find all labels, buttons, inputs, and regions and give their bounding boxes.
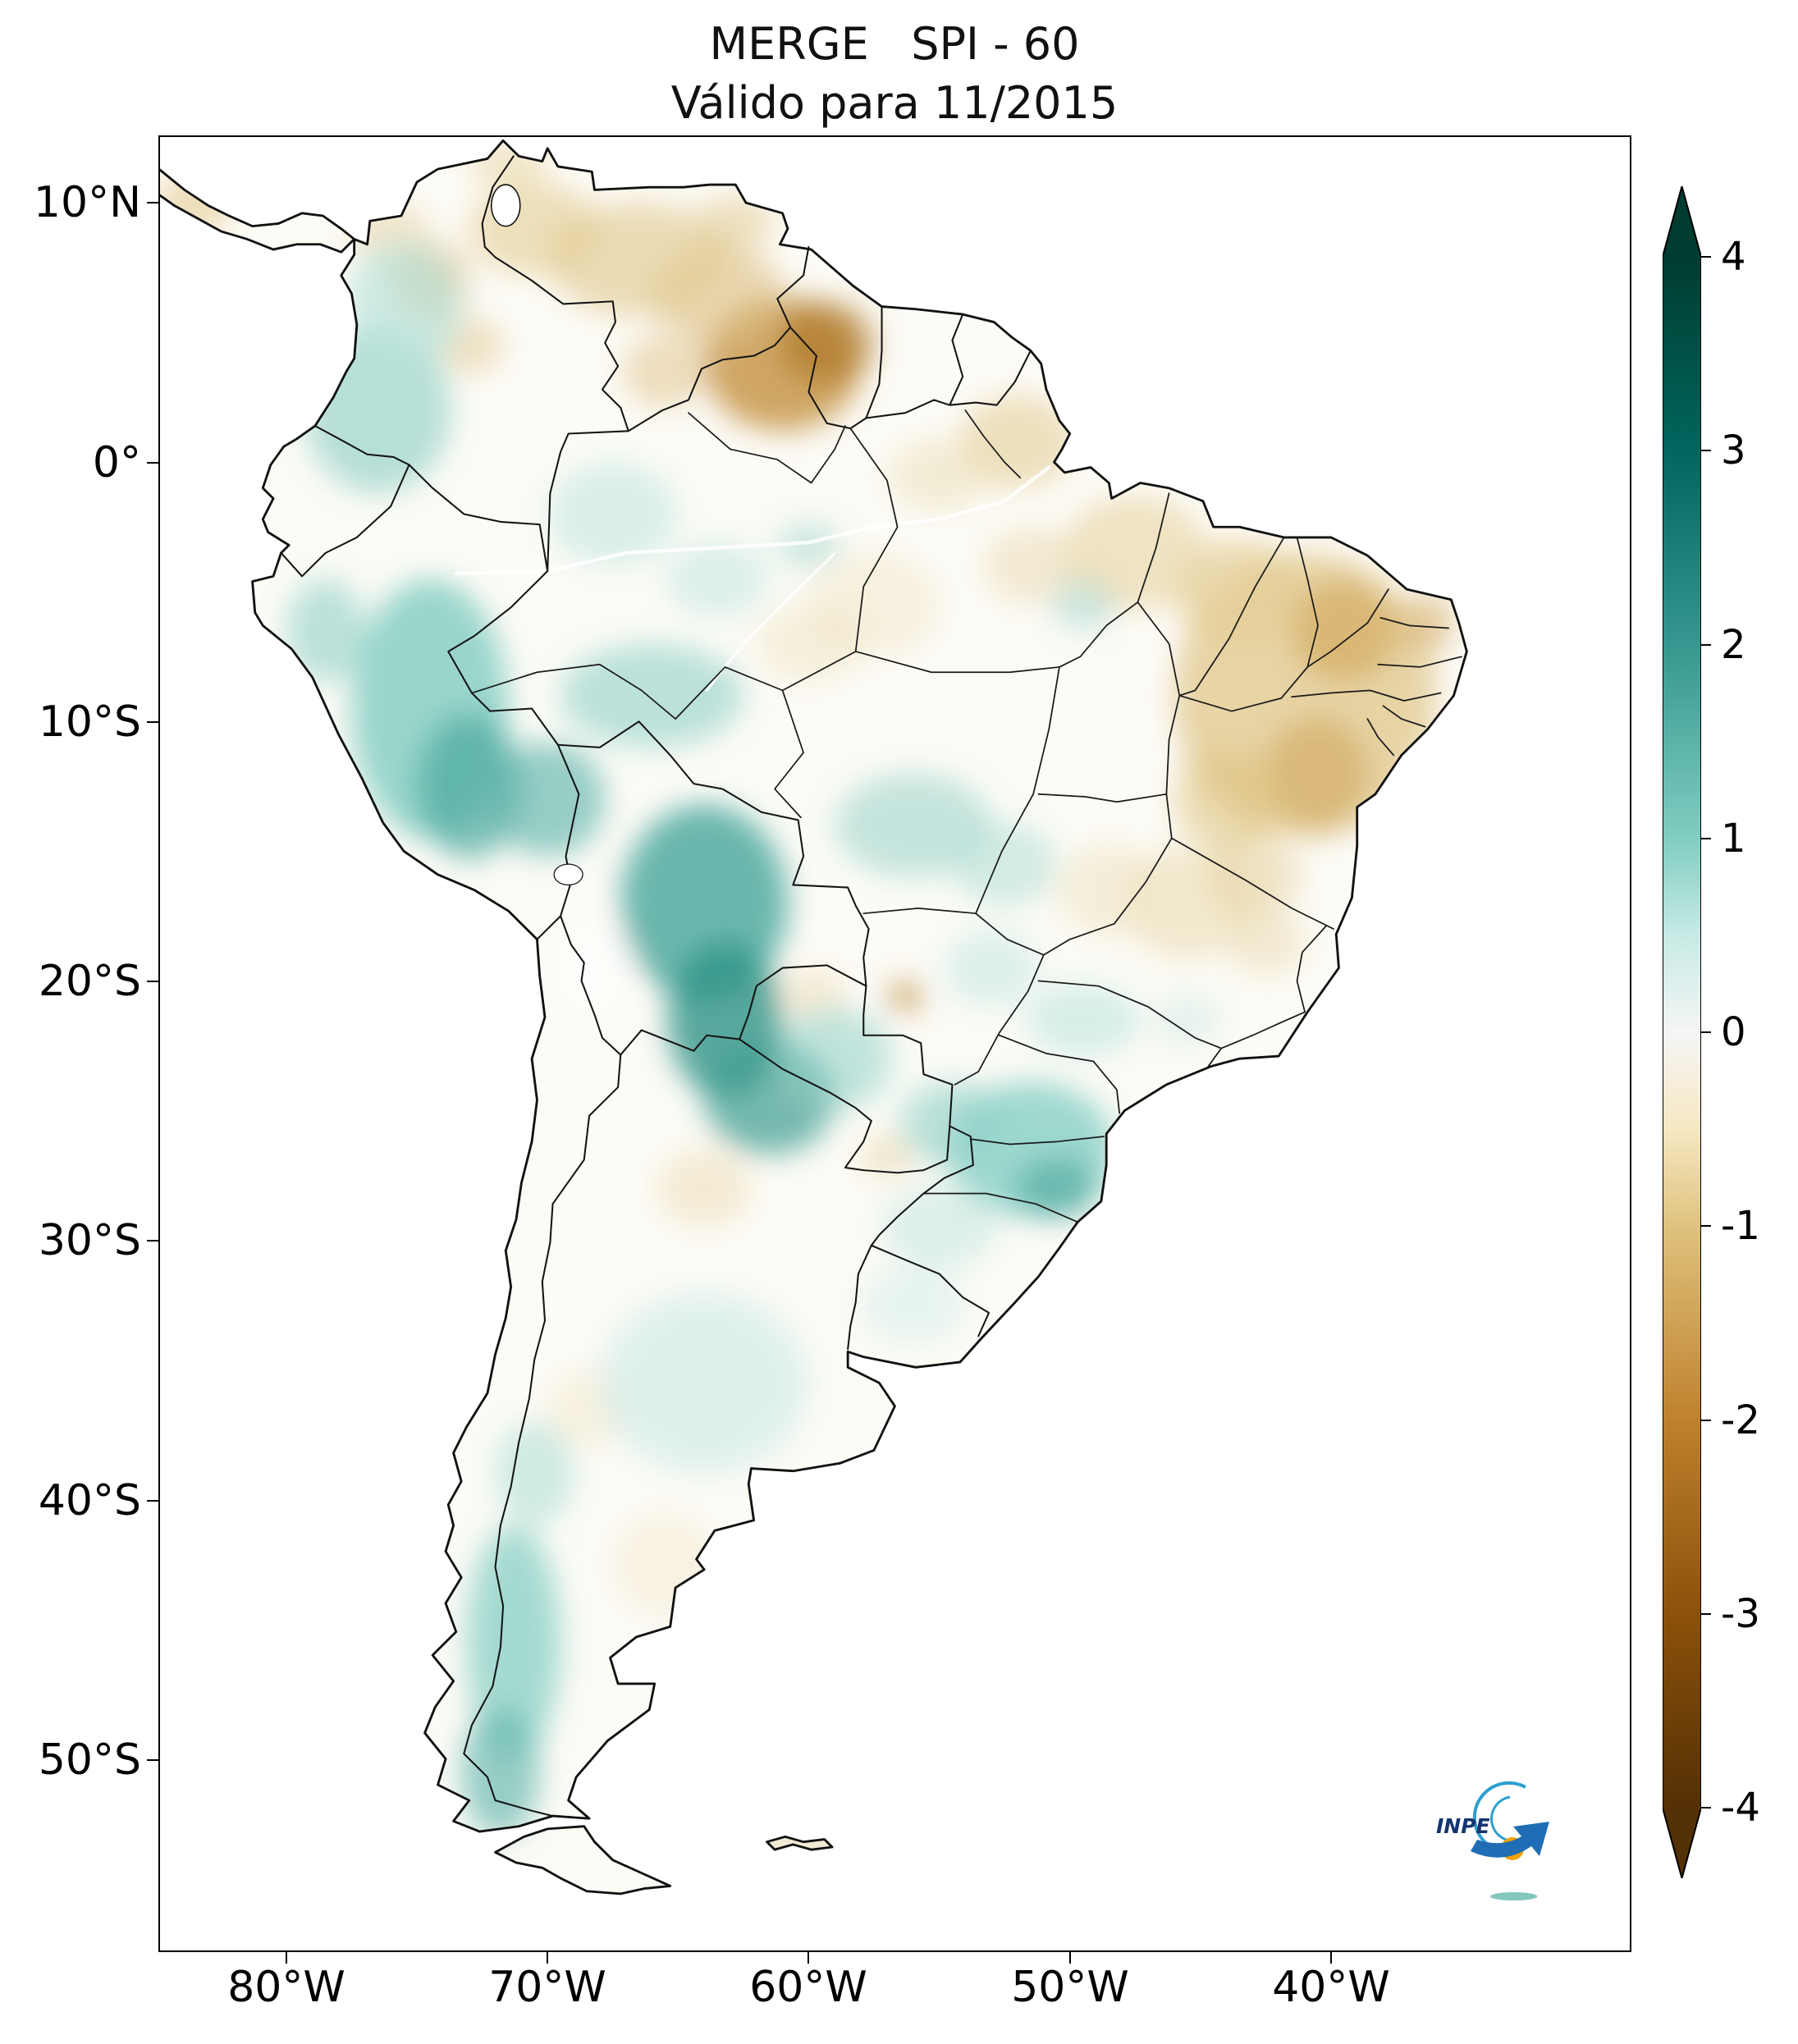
colorbar-tick	[1701, 1031, 1711, 1033]
colorbar-tick-label: 0	[1721, 1009, 1746, 1055]
y-tick-label: 10°N	[33, 178, 141, 227]
colorbar-tick	[1701, 450, 1711, 451]
colorbar	[1663, 186, 1701, 1878]
inpe-logo: INPE	[1436, 1781, 1549, 1860]
lake-titicaca	[553, 863, 583, 886]
colorbar-tick-label: -4	[1721, 1785, 1760, 1831]
axis-tick	[147, 1759, 158, 1761]
axis-tick	[147, 462, 158, 464]
y-tick-label: 10°S	[38, 697, 141, 747]
south-america-map	[158, 135, 1538, 1952]
axis-tick	[286, 1952, 287, 1964]
axis-tick	[1330, 1952, 1332, 1964]
y-tick-label: 30°S	[38, 1216, 141, 1265]
colorbar-tick-label: 2	[1721, 622, 1746, 668]
colorbar-tick-label: 3	[1721, 428, 1746, 473]
x-tick-label: 80°W	[227, 1963, 345, 2012]
colorbar-tick	[1701, 644, 1711, 646]
south-georgia-data-dash	[1490, 1892, 1538, 1901]
colorbar-tick-label: -1	[1721, 1203, 1760, 1249]
x-tick-label: 60°W	[749, 1963, 867, 2012]
axis-tick	[547, 1952, 548, 1964]
axis-tick	[147, 1240, 158, 1241]
axis-tick	[147, 721, 158, 723]
axis-tick	[807, 1952, 809, 1964]
chart-title: MERGE SPI - 60	[709, 18, 1080, 70]
y-tick-label: 50°S	[38, 1735, 141, 1785]
y-tick-label: 20°S	[38, 957, 141, 1006]
colorbar-gradient	[1663, 186, 1701, 1878]
y-tick-label: 0°	[92, 438, 141, 487]
lake-maracaibo	[490, 184, 521, 227]
inpe-logo-text: INPE	[1436, 1814, 1490, 1838]
spi-anomaly-field	[158, 140, 1454, 1837]
axis-tick	[147, 981, 158, 982]
colorbar-tick	[1701, 1225, 1711, 1227]
colorbar-tick-label: 4	[1721, 234, 1746, 280]
y-tick-label: 40°S	[38, 1476, 141, 1525]
inpe-arrow-icon	[1471, 1822, 1549, 1858]
axis-tick	[1069, 1952, 1071, 1964]
x-tick-label: 40°W	[1272, 1963, 1390, 2012]
colorbar-tick-label: 1	[1721, 816, 1746, 862]
colorbar-tick	[1701, 256, 1711, 258]
x-tick-label: 70°W	[488, 1963, 606, 2012]
colorbar-tick	[1701, 1420, 1711, 1421]
brazil-state-borders	[471, 409, 1462, 1223]
colorbar-tick	[1701, 1613, 1711, 1615]
axis-tick	[147, 1500, 158, 1502]
colorbar-tick-label: -3	[1721, 1591, 1760, 1637]
country-borders	[280, 155, 1032, 1818]
axis-tick	[147, 202, 158, 203]
colorbar-tick	[1701, 1807, 1711, 1809]
amazon-river-trace	[454, 465, 1051, 576]
colorbar-tick	[1701, 838, 1711, 839]
chart-subtitle: Válido para 11/2015	[670, 77, 1119, 129]
colorbar-tick-label: -2	[1721, 1397, 1760, 1443]
x-tick-label: 50°W	[1011, 1963, 1129, 2012]
